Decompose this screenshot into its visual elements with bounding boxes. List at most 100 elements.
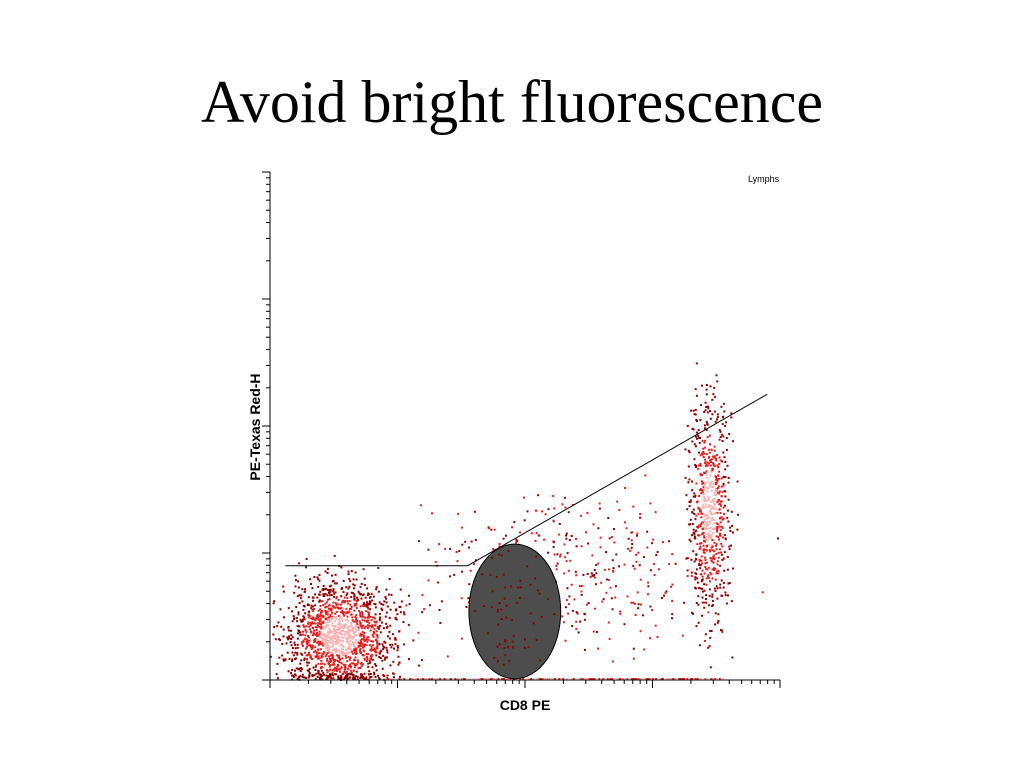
data-point — [608, 537, 611, 540]
data-point — [438, 609, 441, 611]
data-point — [358, 632, 360, 635]
data-point — [460, 637, 463, 640]
data-point — [720, 516, 723, 519]
data-point — [376, 627, 379, 630]
data-point — [393, 647, 395, 650]
data-point — [362, 645, 365, 648]
data-point — [388, 637, 391, 640]
data-point — [293, 658, 296, 661]
data-point — [674, 678, 677, 680]
data-point — [388, 616, 391, 619]
data-point — [308, 636, 310, 639]
data-point — [474, 538, 477, 541]
data-point — [334, 640, 337, 643]
data-point — [310, 607, 313, 610]
data-point — [699, 463, 702, 465]
data-point — [320, 666, 323, 669]
data-point — [688, 538, 691, 541]
data-point — [326, 572, 329, 574]
data-point — [349, 629, 352, 632]
data-point — [293, 641, 296, 644]
data-point — [565, 599, 568, 602]
data-point — [651, 609, 653, 612]
data-point — [627, 537, 630, 540]
data-point — [287, 670, 290, 673]
data-point — [702, 601, 705, 604]
data-point — [347, 587, 350, 590]
data-point — [354, 664, 357, 667]
data-point — [311, 644, 314, 647]
data-point — [327, 619, 330, 622]
data-point — [473, 610, 476, 613]
data-point — [371, 666, 374, 669]
data-point — [697, 526, 699, 529]
data-point — [532, 622, 535, 625]
data-point — [615, 553, 618, 556]
data-point — [707, 498, 710, 501]
data-point — [362, 654, 365, 657]
data-point — [397, 655, 400, 658]
data-point — [716, 500, 719, 503]
data-point — [612, 567, 615, 570]
data-point — [705, 388, 708, 391]
data-point — [377, 567, 380, 569]
data-point — [348, 672, 351, 675]
data-point — [386, 674, 389, 677]
data-point — [342, 580, 345, 582]
data-point — [333, 620, 336, 623]
data-point — [644, 474, 647, 477]
data-point — [342, 591, 345, 593]
data-point — [713, 410, 716, 413]
data-point — [697, 464, 700, 467]
data-point — [710, 489, 713, 492]
data-point — [637, 678, 640, 680]
data-point — [360, 641, 363, 644]
data-point — [709, 580, 711, 583]
data-point — [347, 573, 350, 576]
data-point — [649, 605, 652, 608]
data-point — [712, 558, 715, 561]
data-point — [347, 648, 349, 651]
data-point — [722, 536, 724, 539]
data-point — [694, 537, 697, 540]
data-point — [573, 598, 576, 601]
data-point — [709, 482, 712, 485]
data-point — [711, 595, 714, 598]
data-point — [634, 602, 636, 605]
data-point — [582, 573, 585, 576]
data-point — [298, 668, 301, 671]
data-point — [329, 642, 332, 645]
data-point — [412, 639, 415, 642]
data-point — [364, 625, 367, 628]
data-point — [325, 587, 327, 590]
data-point — [708, 548, 711, 551]
data-point — [327, 675, 329, 677]
data-point — [633, 567, 636, 570]
data-point — [473, 510, 476, 513]
data-point — [380, 607, 383, 610]
data-point — [720, 594, 723, 597]
data-point — [310, 646, 313, 649]
data-point — [359, 651, 362, 654]
data-point — [294, 669, 296, 672]
data-point — [282, 585, 285, 588]
data-point — [476, 678, 479, 680]
data-point — [539, 678, 541, 680]
data-point — [359, 634, 362, 637]
data-point — [359, 615, 362, 618]
data-point — [366, 657, 369, 659]
data-point — [730, 416, 733, 419]
data-point — [385, 646, 388, 649]
data-point — [460, 597, 463, 600]
data-point — [710, 511, 712, 514]
data-point — [385, 626, 388, 629]
data-point — [359, 623, 362, 626]
data-point — [331, 657, 334, 660]
data-point — [311, 675, 314, 678]
data-point — [281, 654, 284, 657]
data-point — [721, 545, 724, 548]
data-point — [340, 566, 343, 569]
data-point — [708, 588, 711, 591]
data-point — [694, 445, 697, 448]
data-point — [345, 608, 348, 611]
